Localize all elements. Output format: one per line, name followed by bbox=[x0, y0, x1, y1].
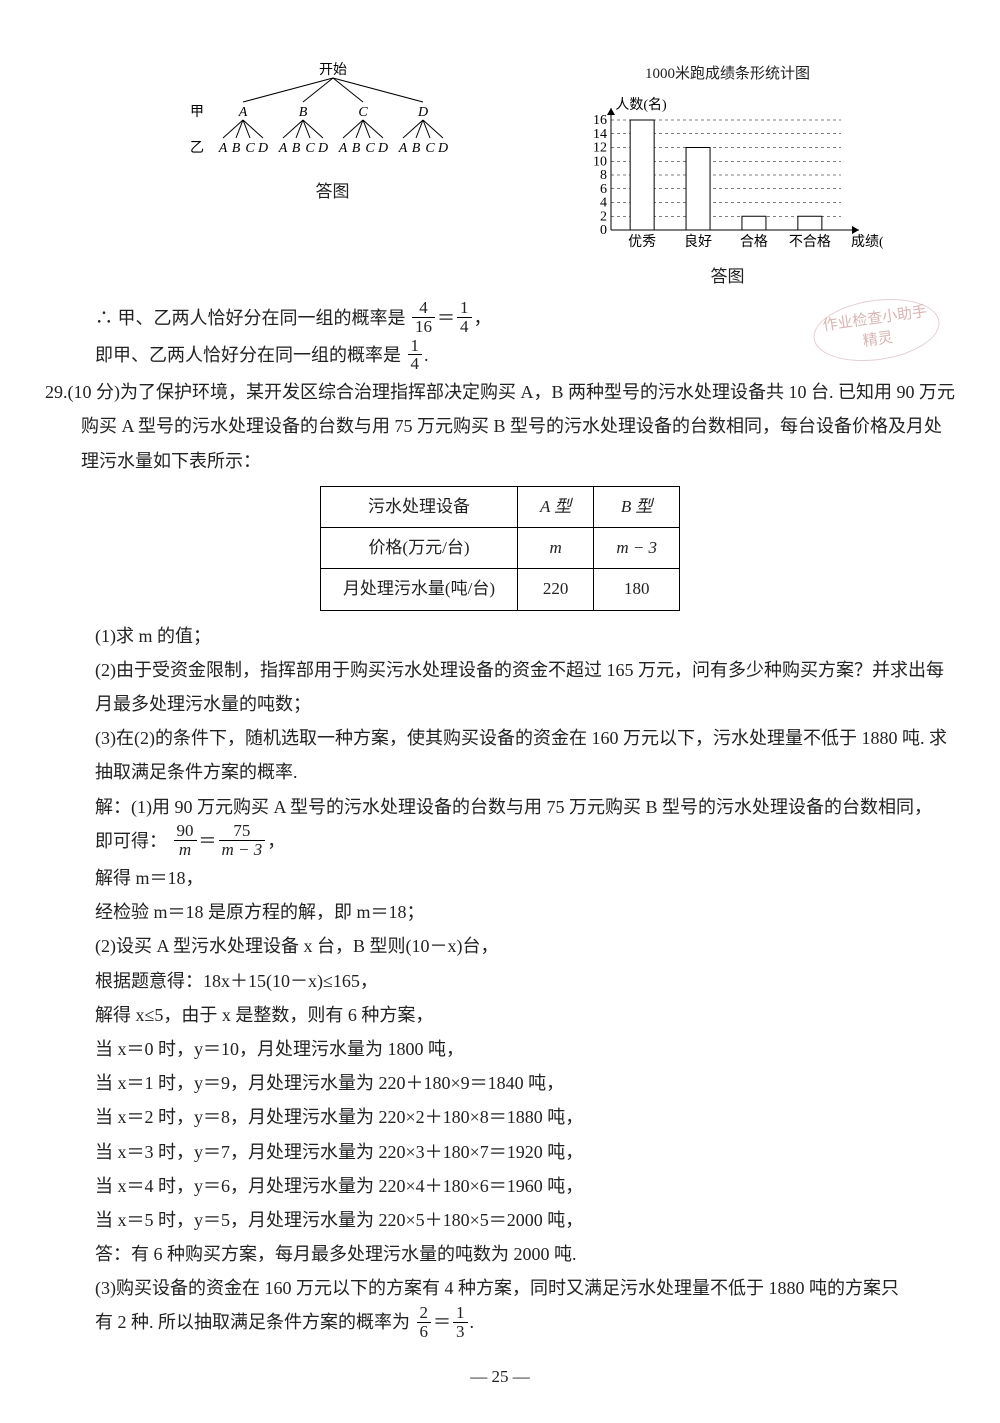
case-line: 当 x＝5 时，y＝5，月处理污水量为 220×5＋180×5＝2000 吨， bbox=[45, 1203, 955, 1237]
svg-text:C: C bbox=[365, 141, 375, 156]
svg-text:C: C bbox=[425, 141, 435, 156]
svg-text:D: D bbox=[376, 141, 387, 156]
sol-2d: 答：有 6 种购买方案，每月最多处理污水量的吨数为 2000 吨. bbox=[45, 1237, 955, 1271]
svg-text:B: B bbox=[351, 141, 360, 156]
svg-text:B: B bbox=[298, 105, 307, 120]
svg-text:A: A bbox=[277, 141, 287, 156]
svg-text:乙: 乙 bbox=[190, 140, 204, 156]
bar-chart-figure: 1000米跑成绩条形统计图 人数(名) 0246810121416 优秀 良好 合格 不合… bbox=[530, 60, 955, 293]
sol-1b: 即可得： 90m＝75m − 3， bbox=[45, 824, 955, 861]
svg-text:优秀: 优秀 bbox=[628, 234, 656, 250]
svg-text:4: 4 bbox=[600, 195, 607, 210]
equipment-table: 污水处理设备A 型B 型 价格(万元/台)mm − 3 月处理污水量(吨/台)2… bbox=[320, 486, 680, 611]
svg-text:D: D bbox=[416, 105, 427, 120]
svg-text:16: 16 bbox=[593, 113, 607, 128]
svg-text:2: 2 bbox=[600, 209, 607, 224]
svg-text:合格: 合格 bbox=[739, 234, 767, 250]
q3: (3)在(2)的条件下，随机选取一种方案，使其购买设备的资金在 160 万元以下… bbox=[45, 721, 955, 789]
svg-text:12: 12 bbox=[593, 140, 607, 155]
svg-text:10: 10 bbox=[593, 154, 607, 169]
case-line: 当 x＝2 时，y＝8，月处理污水量为 220×2＋180×8＝1880 吨， bbox=[45, 1100, 955, 1134]
sol-1c: 解得 m＝18， bbox=[45, 861, 955, 895]
q1: (1)求 m 的值； bbox=[45, 619, 955, 653]
sol-2b: 根据题意得：18x＋15(10－x)≤165， bbox=[45, 964, 955, 998]
case-line: 当 x＝4 时，y＝6，月处理污水量为 220×4＋180×6＝1960 吨， bbox=[45, 1169, 955, 1203]
p29-body: 为了保护环境，某开发区综合治理指挥部决定购买 A，B 两种型号的污水处理设备共 … bbox=[81, 382, 955, 470]
tree-svg: 开始 甲 A B C D 乙 AB bbox=[183, 60, 483, 170]
tree-caption: 答图 bbox=[316, 176, 350, 208]
sol-3a: (3)购买设备的资金在 160 万元以下的方案有 4 种方案，同时又满足污水处理… bbox=[45, 1271, 955, 1305]
sol-2c: 解得 x≤5，由于 x 是整数，则有 6 种方案， bbox=[45, 998, 955, 1032]
chart-caption: 答图 bbox=[711, 261, 745, 293]
svg-text:6: 6 bbox=[600, 181, 607, 196]
case-line: 当 x＝3 时，y＝7，月处理污水量为 220×3＋180×7＝1920 吨， bbox=[45, 1135, 955, 1169]
q2: (2)由于受资金限制，指挥部用于购买污水处理设备的资金不超过 165 万元，问有… bbox=[45, 653, 955, 721]
svg-text:D: D bbox=[316, 141, 327, 156]
svg-text:不合格: 不合格 bbox=[788, 234, 830, 250]
svg-text:14: 14 bbox=[593, 126, 607, 141]
sol-2a: (2)设买 A 型污水处理设备 x 台，B 型则(10－x)台， bbox=[45, 929, 955, 963]
svg-text:8: 8 bbox=[600, 168, 607, 183]
svg-text:成绩(等级): 成绩(等级) bbox=[851, 233, 883, 250]
svg-text:良好: 良好 bbox=[684, 234, 712, 250]
tree-figure: 开始 甲 A B C D 乙 AB bbox=[45, 60, 530, 208]
svg-text:甲: 甲 bbox=[190, 105, 204, 120]
svg-text:B: B bbox=[231, 141, 240, 156]
svg-text:C: C bbox=[245, 141, 255, 156]
svg-text:A: A bbox=[237, 105, 247, 120]
svg-text:A: A bbox=[337, 141, 347, 156]
sol-1a: 解：(1)用 90 万元购买 A 型号的污水处理设备的台数与用 75 万元购买 … bbox=[45, 790, 955, 824]
svg-text:A: A bbox=[397, 141, 407, 156]
svg-text:C: C bbox=[358, 105, 368, 120]
sol-1d: 经检验 m＝18 是原方程的解，即 m＝18； bbox=[45, 895, 955, 929]
svg-text:B: B bbox=[411, 141, 420, 156]
page-number: — 25 — bbox=[45, 1361, 955, 1393]
problem-29: 29.(10 分)为了保护环境，某开发区综合治理指挥部决定购买 A，B 两种型号… bbox=[45, 375, 955, 478]
bar-chart-svg: 人数(名) 0246810121416 优秀 良好 合格 不合格 成绩(等级) bbox=[573, 95, 883, 255]
figure-row: 开始 甲 A B C D 乙 AB bbox=[45, 60, 955, 293]
svg-text:人数(名): 人数(名) bbox=[615, 97, 667, 113]
sol-3b: 有 2 种. 所以抽取满足条件方案的概率为 26＝13. bbox=[45, 1305, 955, 1342]
svg-text:D: D bbox=[436, 141, 447, 156]
svg-text:A: A bbox=[217, 141, 227, 156]
case-line: 当 x＝0 时，y＝10，月处理污水量为 1800 吨， bbox=[45, 1032, 955, 1066]
svg-text:D: D bbox=[256, 141, 267, 156]
tree-root: 开始 bbox=[319, 62, 347, 78]
svg-text:B: B bbox=[291, 141, 300, 156]
svg-text:0: 0 bbox=[600, 223, 607, 238]
svg-text:C: C bbox=[305, 141, 315, 156]
case-line: 当 x＝1 时，y＝9，月处理污水量为 220＋180×9＝1840 吨， bbox=[45, 1066, 955, 1100]
chart-title: 1000米跑成绩条形统计图 bbox=[645, 60, 810, 89]
